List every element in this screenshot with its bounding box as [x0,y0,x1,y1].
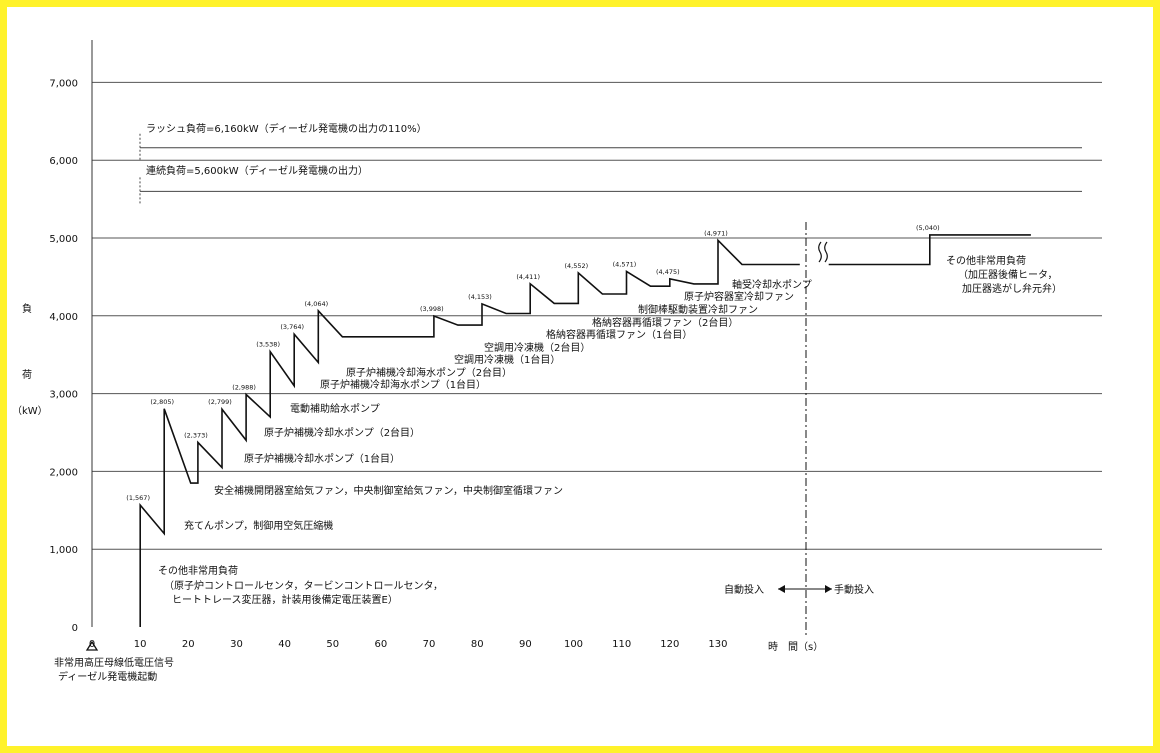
load-line [828,234,1031,266]
ann-charging-pump: 充てんポンプ，制御用空気圧縮機 [184,519,333,532]
load-line [139,238,800,627]
peak-label: (2,805) [150,398,174,406]
y-tick-label: 5,000 [49,234,78,245]
ann-other-loads-late-3: 加圧器逃がし弁元弁） [962,282,1062,295]
ann-chiller-1: 空調用冷凍機（1台目） [454,353,560,366]
peak-label: (3,998) [420,305,444,313]
ann-other-loads-2: （原子炉コントロールセンタ，タービンコントロールセンタ， [164,580,443,592]
x-tick-label: 20 [182,639,195,650]
start-triangle-icon [85,640,99,651]
peak-label: (4,153) [468,293,492,301]
peak-label: (1,567) [126,494,150,502]
ann-safety-fans: 安全補機開閉器室給気ファン，中央制御室給気ファン，中央制御室循環ファン [214,484,563,497]
peak-label: (4,411) [516,273,540,281]
x-tick-label: 90 [519,639,532,650]
ann-cv-recirc-2: 格納容器再循環ファン（2台目） [592,316,738,329]
y-label-load-1: 負 [22,303,32,315]
x-tick-label: 30 [230,639,243,650]
x-tick-label: 110 [612,639,631,650]
x-tick-labels: 0 10 20 30 40 50 60 70 80 90 100 110 120 130 [89,639,728,650]
ann-rv-fan: 原子炉容器室冷却ファン [684,290,794,303]
x-tick-label: 70 [423,639,436,650]
peak-label: (5,040) [916,224,940,232]
peak-label: (2,799) [208,398,232,406]
ann-other-loads-1: その他非常用負荷 [158,564,238,577]
reference-lines [139,133,1082,206]
ann-chiller-2: 空調用冷凍機（2台目） [484,341,590,354]
x-tick-label: 0 [89,639,95,650]
y-tick-label: 1,000 [49,545,78,556]
y-tick-labels: 0 1,000 2,000 3,000 4,000 5,000 6,000 7,000 [49,78,78,634]
peak-label: (4,552) [564,262,588,270]
y-label-unit: （kW） [12,405,48,417]
ann-bearing-pump: 軸受冷却水ポンプ [732,278,812,291]
y-tick-label: 3,000 [49,390,78,401]
ann-motor-afw-pump: 電動補助給水ポンプ [290,402,380,415]
peak-label: (4,064) [304,300,328,308]
peak-label: (4,475) [656,268,680,276]
axis-break-icon [818,241,828,263]
ann-swp-1: 原子炉補機冷却海水ポンプ（1台目） [320,378,486,391]
peak-label: (3,764) [280,323,304,331]
x-tick-label: 60 [375,639,388,650]
ann-swp-2: 原子炉補機冷却海水ポンプ（2台目） [346,366,512,379]
peak-label: (3,538) [256,341,280,349]
peak-label: (2,988) [232,384,256,392]
grid-lines [92,81,1102,550]
ann-crdm-fan: 制御棒駆動装置冷却ファン [638,303,758,316]
peak-label: (4,971) [704,229,728,237]
ann-auto-input: 自動投入 [724,583,764,596]
ann-other-loads-late-1: その他非常用負荷 [946,254,1026,267]
ann-manual-input: 手動投入 [834,583,874,596]
ref-label-rush: ラッシュ負荷=6,160kW（ディーゼル発電機の出力の110%） [146,122,427,135]
load-series [139,234,1031,627]
peak-label: (4,571) [613,260,637,268]
ann-start-signal-2: ディーゼル発電機起動 [58,670,157,683]
y-tick-label: 4,000 [49,312,78,323]
ann-other-loads-late-2: （加圧器後備ヒータ， [958,268,1058,281]
x-tick-label: 80 [471,639,484,650]
ann-start-signal-1: 非常用高圧母線低電圧信号 [54,656,174,669]
x-axis-label: 時 間（s） [768,641,823,653]
y-tick-label: 2,000 [49,467,78,478]
x-tick-label: 40 [278,639,291,650]
x-tick-label: 100 [564,639,583,650]
ann-ccw-pump-2: 原子炉補機冷却水ポンプ（2台目） [264,426,420,439]
x-tick-label: 50 [326,639,339,650]
ann-ccw-pump-1: 原子炉補機冷却水ポンプ（1台目） [244,452,400,465]
ref-label-continuous: 連続負荷=5,600kW（ディーゼル発電機の出力） [146,164,368,177]
peak-labels: (1,567) (2,805) (2,373) (2,799)(2,988) (3,53… [126,224,939,502]
x-tick-label: 130 [708,639,727,650]
x-tick-label: 120 [660,639,679,650]
auto-manual-arrow [778,585,832,593]
y-tick-label: 6,000 [49,156,78,167]
ann-other-loads-3: ヒートトレース変圧器，計装用後備定電圧装置E） [172,593,398,606]
y-label-load-2: 荷 [22,369,32,381]
x-tick-label: 10 [134,639,147,650]
ann-cv-recirc-1: 格納容器再循環ファン（1台目） [546,328,692,341]
peak-label: (2,373) [184,431,208,439]
y-tick-label: 7,000 [49,78,78,89]
y-tick-label: 0 [72,623,78,634]
